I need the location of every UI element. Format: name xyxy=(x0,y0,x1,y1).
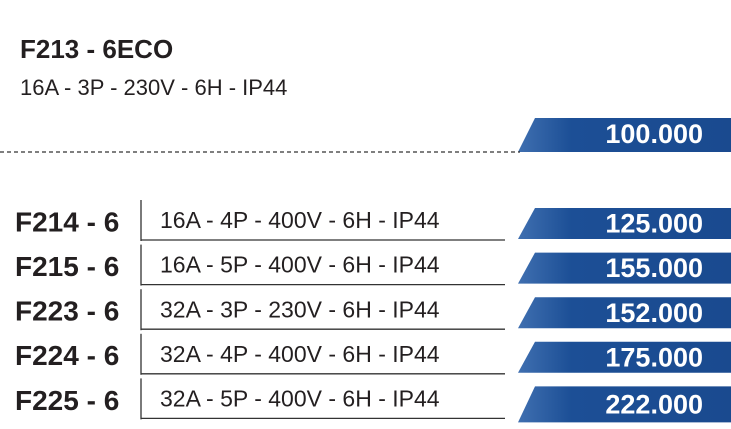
product-spec: 32A - 3P - 230V - 6H - IP44 xyxy=(160,296,440,322)
title: F213 - 6ECO xyxy=(20,34,173,64)
product-code: F215 - 6 xyxy=(15,251,119,282)
price-tag xyxy=(518,386,731,423)
price: 222.000 xyxy=(605,390,703,420)
price: 100.000 xyxy=(605,119,703,149)
product-code: F224 - 6 xyxy=(15,340,119,371)
product-code: F214 - 6 xyxy=(15,206,119,237)
price: 152.000 xyxy=(605,298,703,328)
price-tag xyxy=(518,341,731,373)
product-spec: 16A - 5P - 400V - 6H - IP44 xyxy=(160,252,440,278)
price-tag xyxy=(518,297,731,329)
product-code: F223 - 6 xyxy=(15,296,119,327)
price-tag xyxy=(518,118,731,152)
product-code: F225 - 6 xyxy=(15,385,119,416)
subtitle: 16A - 3P - 230V - 6H - IP44 xyxy=(20,75,287,100)
price-tag xyxy=(518,208,731,239)
price-tag xyxy=(518,252,731,284)
price: 155.000 xyxy=(605,253,703,283)
product-spec: 32A - 4P - 400V - 6H - IP44 xyxy=(160,341,440,367)
price: 175.000 xyxy=(605,342,703,372)
product-spec: 16A - 4P - 400V - 6H - IP44 xyxy=(160,207,440,233)
price: 125.000 xyxy=(605,209,703,239)
product-spec: 32A - 5P - 400V - 6H - IP44 xyxy=(160,385,440,411)
